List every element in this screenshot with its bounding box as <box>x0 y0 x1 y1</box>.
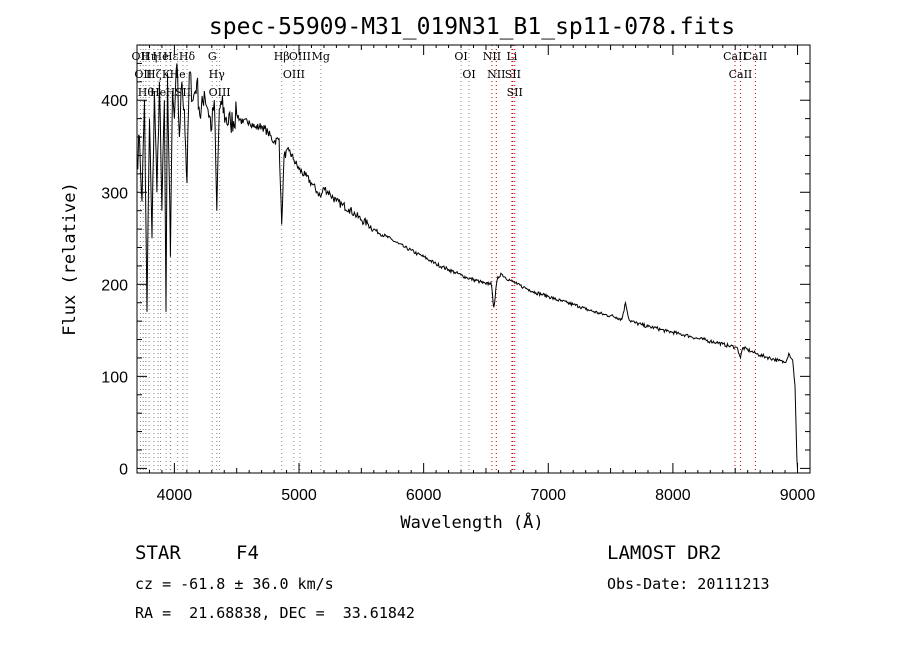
y-tick-label-4: 400 <box>101 93 128 110</box>
axis-ticks <box>136 45 811 473</box>
line-marker-label-15: OIII <box>209 86 231 99</box>
line-marker-label-25: SII <box>505 68 521 81</box>
line-marker-label-2: Hθ <box>138 86 155 99</box>
line-marker-label-6: He <box>153 50 169 63</box>
y-tick-labels: 0 100 200 300 400 <box>101 93 128 478</box>
spectrum-line <box>136 63 798 469</box>
line-marker-label-23: NII <box>487 68 505 81</box>
line-marker-label-16: Hβ <box>274 50 290 63</box>
line-marker-label-14: Hγ <box>209 68 226 81</box>
object-subclass: F4 <box>236 542 259 564</box>
line-marker-label-28: CaII <box>729 68 753 81</box>
chart-title: spec-55909-M31_019N31_B1_sp11-078.fits <box>209 14 735 40</box>
line-marker-label-13: G <box>208 50 217 63</box>
y-tick-label-3: 300 <box>101 185 128 202</box>
y-tick-label-0: 0 <box>119 461 128 478</box>
line-marker-label-12: Hδ <box>179 50 196 63</box>
y-axis-label: Flux (relative) <box>60 182 80 336</box>
line-marker-label-18: OIII <box>289 50 311 63</box>
x-tick-label-1: 5000 <box>281 487 317 504</box>
line-marker-label-7: K <box>162 68 171 81</box>
line-marker-label-8: H <box>166 86 176 99</box>
line-marker-label-0: OII <box>132 50 150 63</box>
x-tick-labels: 4000 5000 6000 7000 8000 9000 <box>157 487 816 504</box>
line-marker-label-3: Hη <box>141 50 157 63</box>
line-marker-label-9: Hε <box>163 50 179 63</box>
x-tick-label-3: 7000 <box>530 487 566 504</box>
x-axis-label: Wavelength (Å) <box>400 511 543 533</box>
x-tick-label-0: 4000 <box>157 487 193 504</box>
x-tick-label-2: 6000 <box>406 487 442 504</box>
line-marker-label-29: CaII <box>744 50 768 63</box>
line-marker-label-21: OI <box>462 68 475 81</box>
survey-name: LAMOST DR2 <box>607 542 722 564</box>
y-tick-label-2: 200 <box>101 277 128 294</box>
x-tick-label-5: 9000 <box>780 487 816 504</box>
line-marker-label-24: Li <box>506 50 517 63</box>
line-marker-label-26: SII <box>507 86 523 99</box>
line-marker-label-22: NII <box>483 50 501 63</box>
line-marker-label-5: He <box>150 86 166 99</box>
y-tick-label-1: 100 <box>101 369 128 386</box>
coordinates: RA = 21.68838, DEC = 33.61842 <box>135 604 415 622</box>
obs-date: Obs-Date: 20111213 <box>607 575 770 593</box>
line-markers <box>139 45 756 473</box>
line-marker-label-19: Mg <box>312 50 330 63</box>
redshift-readout: cz = -61.8 ± 36.0 km/s <box>135 575 334 593</box>
line-marker-label-20: OI <box>454 50 467 63</box>
x-tick-label-4: 8000 <box>655 487 691 504</box>
line-marker-label-17: OIII <box>283 68 305 81</box>
line-marker-label-1: OII <box>134 68 152 81</box>
object-class: STAR <box>135 542 181 564</box>
plot-frame <box>136 44 811 474</box>
line-marker-label-4: Hζ <box>146 68 162 81</box>
line-marker-label-27: CaII <box>723 50 747 63</box>
